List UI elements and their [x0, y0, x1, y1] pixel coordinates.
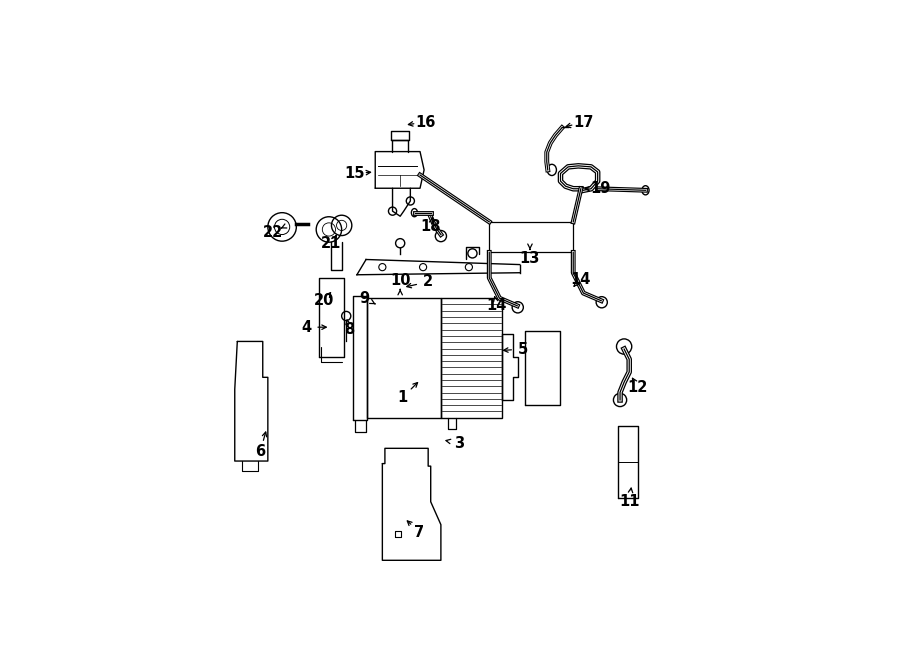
- Text: 3: 3: [454, 436, 464, 451]
- Text: 7: 7: [415, 525, 425, 540]
- Text: 14: 14: [571, 272, 591, 287]
- Text: 4: 4: [301, 320, 311, 334]
- Text: 14: 14: [487, 298, 507, 313]
- Text: 22: 22: [263, 225, 284, 239]
- Text: 11: 11: [619, 494, 640, 509]
- Text: 13: 13: [520, 251, 540, 266]
- Text: 2: 2: [423, 274, 433, 290]
- Text: 19: 19: [590, 181, 610, 196]
- Text: 6: 6: [255, 444, 266, 459]
- Text: 5: 5: [518, 342, 528, 356]
- Text: 18: 18: [420, 219, 441, 235]
- Text: 16: 16: [416, 114, 436, 130]
- Text: 15: 15: [344, 166, 364, 181]
- Text: 1: 1: [398, 390, 408, 405]
- Text: 10: 10: [390, 273, 410, 288]
- Text: 8: 8: [344, 322, 355, 337]
- Text: 17: 17: [573, 114, 594, 130]
- Text: 12: 12: [627, 380, 648, 395]
- Text: 21: 21: [321, 236, 342, 251]
- Text: 9: 9: [359, 291, 370, 305]
- Text: 20: 20: [313, 293, 334, 308]
